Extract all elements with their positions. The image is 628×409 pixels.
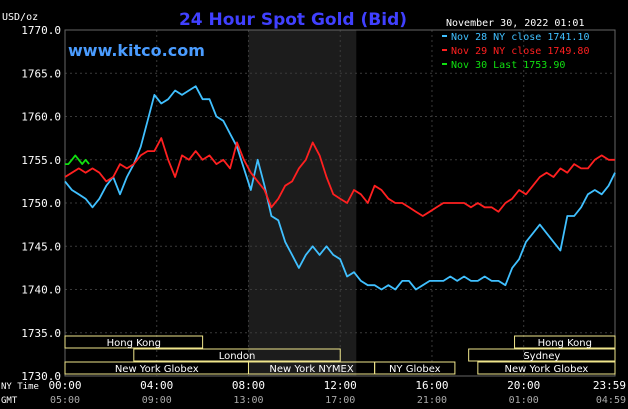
market-bar <box>514 335 616 349</box>
y-tick-label: 1740.0 <box>21 284 61 297</box>
x-tick-label: 05:00 <box>50 395 80 406</box>
x-tick-label: 13:00 <box>233 395 263 406</box>
market-bar <box>64 335 204 349</box>
market-bar <box>133 348 341 362</box>
plot-border <box>64 29 616 377</box>
x-tick-label: 04:00 <box>140 379 173 392</box>
x-tick-label: 12:00 <box>324 379 357 392</box>
x-row-label-gmt: GMT <box>1 396 18 406</box>
y-tick-label: 1735.0 <box>21 327 61 340</box>
x-tick-label: 04:59 <box>596 395 626 406</box>
timestamp: November 30, 2022 01:01 <box>446 18 584 29</box>
series-line-1 <box>64 85 616 291</box>
x-tick-label: 09:00 <box>142 395 172 406</box>
market-label: New York Globex <box>504 364 588 375</box>
y-tick-label: 1760.0 <box>21 111 61 124</box>
legend-entry: Nov 28 NY close 1741.10 <box>451 32 589 43</box>
market-label: NY Globex <box>389 364 441 375</box>
x-tick-label: 16:00 <box>415 379 448 392</box>
legend-entry: Nov 29 NY close 1749.80 <box>451 46 589 57</box>
x-tick-label: 00:00 <box>48 379 81 392</box>
x-tick-label: 21:00 <box>417 395 447 406</box>
market-label: Sydney <box>523 351 560 362</box>
market-label: Hong Kong <box>107 338 161 349</box>
y-tick-label: 1730.0 <box>21 370 61 383</box>
x-tick-label: 17:00 <box>325 395 355 406</box>
y-tick-label: 1750.0 <box>21 197 61 210</box>
market-bar <box>374 361 456 375</box>
market-label: Hong Kong <box>538 338 592 349</box>
market-label: New York Globex <box>115 364 199 375</box>
market-bar <box>468 348 616 362</box>
legend-entry: Nov 30 Last 1753.90 <box>451 60 565 71</box>
y-tick-label: 1745.0 <box>21 240 61 253</box>
source-url: www.kitco.com <box>68 41 205 60</box>
legend: Nov 28 NY close 1741.10 Nov 29 NY close 1… <box>442 32 589 71</box>
series-line-2 <box>64 137 615 217</box>
market-bar <box>477 361 616 375</box>
y-tick-label: 1765.0 <box>21 67 61 80</box>
x-tick-label: 01:00 <box>509 395 539 406</box>
y-axis-label: USD/oz <box>2 12 38 23</box>
y-tick-label: 1770.0 <box>21 24 61 37</box>
x-tick-label: 20:00 <box>507 379 540 392</box>
market-label: New York NYMEX <box>269 364 354 375</box>
x-tick-label: 08:00 <box>232 379 265 392</box>
market-label: London <box>219 351 256 362</box>
y-tick-label: 1755.0 <box>21 154 61 167</box>
series-line-3 <box>65 154 90 166</box>
x-tick-label: 23:59 <box>593 379 626 392</box>
x-row-label-ny: NY Time <box>1 382 39 392</box>
chart-title: 24 Hour Spot Gold (Bid) <box>179 10 407 30</box>
